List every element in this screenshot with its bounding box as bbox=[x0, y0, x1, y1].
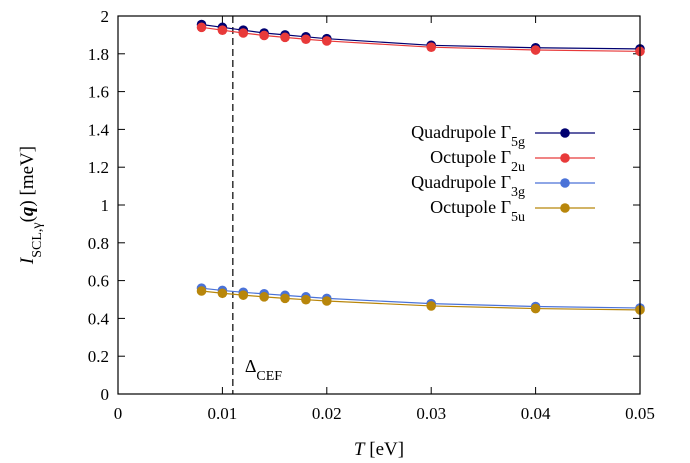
series-layer bbox=[196, 19, 645, 315]
y-tick-label: 0 bbox=[101, 385, 110, 404]
y-tick-label: 2 bbox=[101, 7, 110, 26]
data-point bbox=[217, 288, 228, 299]
plot-frame bbox=[117, 15, 641, 395]
y-tick-label: 1.4 bbox=[88, 120, 110, 139]
legend-marker bbox=[560, 128, 570, 138]
y-axis-paren-close: ) bbox=[17, 200, 38, 206]
legend-marker bbox=[560, 203, 570, 213]
data-point bbox=[259, 292, 269, 302]
x-axis-symbol: T bbox=[354, 439, 366, 460]
y-tick-label: 1 bbox=[101, 196, 110, 215]
legend-subscript: 2u bbox=[511, 160, 525, 175]
y-axis-paren-open: ( bbox=[17, 216, 38, 222]
y-axis-bold-q: q bbox=[17, 206, 38, 216]
legend-name: Quadrupole Γ bbox=[411, 172, 511, 192]
data-point bbox=[196, 22, 207, 33]
series-line bbox=[201, 290, 641, 311]
legend-label: Octupole Γ5u bbox=[430, 197, 525, 225]
legend-marker bbox=[560, 178, 570, 188]
y-tick-label: 0.8 bbox=[88, 234, 109, 253]
x-tick-label: 0.02 bbox=[312, 404, 342, 423]
data-point bbox=[238, 28, 249, 38]
x-axis-unit: [eV] bbox=[365, 439, 405, 460]
data-point bbox=[322, 296, 332, 306]
delta-cef-label: ΔCEF bbox=[245, 356, 282, 384]
x-tick-label: 0.04 bbox=[521, 404, 551, 423]
data-point bbox=[322, 36, 332, 46]
legend-name: Octupole Γ bbox=[430, 147, 511, 167]
y-tick-label: 0.6 bbox=[88, 272, 109, 291]
y-axis-unit: [meV] bbox=[17, 146, 38, 200]
y-tick-label: 0.2 bbox=[88, 347, 109, 366]
data-point bbox=[238, 290, 249, 300]
y-axis-label: ISCL,γ(q) [meV] bbox=[17, 146, 45, 265]
y-tick-label: 1.8 bbox=[88, 45, 109, 64]
data-point bbox=[280, 32, 290, 43]
legend-name: Octupole Γ bbox=[430, 197, 511, 217]
y-axis-symbol: I bbox=[17, 256, 38, 265]
x-tick-label: 0.05 bbox=[625, 404, 655, 423]
x-axis-label: T [eV] bbox=[354, 439, 404, 460]
data-point bbox=[530, 303, 541, 314]
legend-subscript: 5u bbox=[511, 210, 525, 225]
x-tick-label: 0.01 bbox=[208, 404, 238, 423]
y-tick-label: 0.4 bbox=[88, 309, 110, 328]
series-line bbox=[201, 23, 641, 50]
x-tick-label: 0.03 bbox=[416, 404, 446, 423]
data-point bbox=[301, 34, 311, 45]
legend-label: Quadrupole Γ3g bbox=[411, 172, 525, 200]
data-point bbox=[196, 286, 207, 296]
y-axis-subscript: SCL,γ bbox=[30, 222, 45, 257]
y-tick-label: 1.6 bbox=[88, 83, 109, 102]
data-point bbox=[530, 45, 541, 55]
legend-subscript: 5g bbox=[511, 135, 525, 150]
delta-symbol: Δ bbox=[245, 356, 257, 376]
data-point bbox=[259, 30, 269, 41]
delta-subscript: CEF bbox=[256, 369, 282, 384]
data-point bbox=[426, 42, 437, 52]
series-1 bbox=[196, 22, 645, 57]
series-line bbox=[201, 287, 641, 309]
data-point bbox=[217, 25, 228, 35]
legend-subscript: 3g bbox=[511, 185, 525, 200]
ticks-layer: 0 0.01 0.02 0.03 0.04 0.05 0 0.2 0.4 0.6 0.8 1 1.2 1.… bbox=[88, 7, 655, 423]
data-point bbox=[280, 293, 290, 304]
x-tick-label: 0 bbox=[114, 404, 123, 423]
series-line bbox=[201, 26, 641, 52]
legend-label: Quadrupole Γ5g bbox=[411, 122, 525, 150]
legend-marker bbox=[560, 153, 570, 163]
series-3 bbox=[196, 286, 645, 315]
data-point bbox=[301, 294, 311, 305]
y-tick-label: 1.2 bbox=[88, 158, 109, 177]
legend-name: Quadrupole Γ bbox=[411, 122, 511, 142]
data-point bbox=[426, 301, 437, 311]
legend-label: Octupole Γ2u bbox=[430, 147, 525, 175]
